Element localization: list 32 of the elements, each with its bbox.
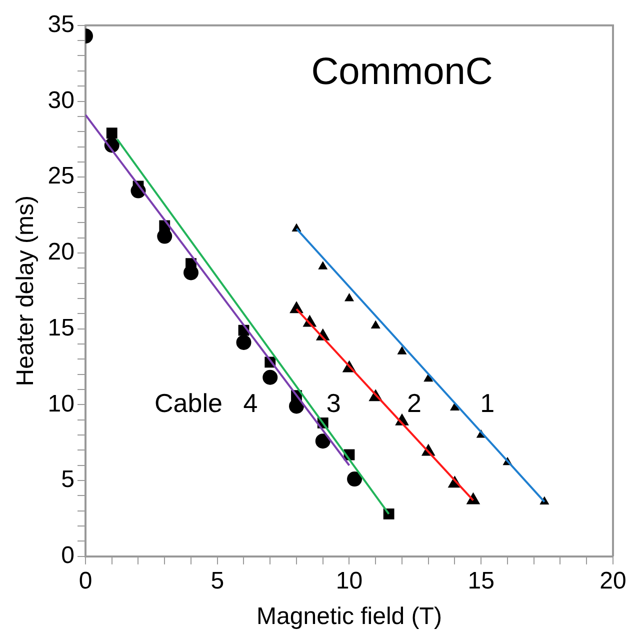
y-axis-title: Heater delay (ms)	[12, 196, 40, 386]
point	[262, 370, 278, 385]
point	[371, 320, 380, 329]
x-tick-label: 20	[600, 567, 626, 594]
y-tick-label: 35	[48, 11, 74, 38]
point	[398, 346, 406, 354]
x-tick-label: 10	[336, 567, 363, 594]
series-label: 3	[326, 388, 341, 418]
point	[315, 434, 330, 449]
point	[236, 334, 252, 350]
y-tick-label: 0	[61, 542, 74, 570]
series-label: 4	[243, 388, 258, 418]
y-tick-label: 20	[48, 238, 74, 266]
y-tick-label: 5	[61, 466, 74, 494]
point	[344, 293, 354, 302]
x-tick-label: 0	[78, 567, 92, 594]
series-label: 1	[480, 388, 495, 418]
x-tick-label: 15	[468, 567, 494, 594]
point	[450, 402, 460, 410]
y-tick-label: 10	[48, 390, 74, 418]
x-tick-label: 5	[210, 567, 224, 594]
point	[347, 472, 362, 487]
point	[466, 492, 480, 504]
x-axis-title: Magnetic field (T)	[256, 603, 442, 630]
point	[106, 128, 118, 139]
annotation: Cable	[154, 388, 222, 418]
text: CommonC	[311, 50, 493, 93]
y-tick-label: 15	[48, 314, 74, 342]
y-tick-label: 30	[48, 86, 74, 114]
point	[318, 262, 328, 270]
series-label: 2	[407, 388, 422, 418]
y-tick-label: 25	[48, 162, 74, 190]
